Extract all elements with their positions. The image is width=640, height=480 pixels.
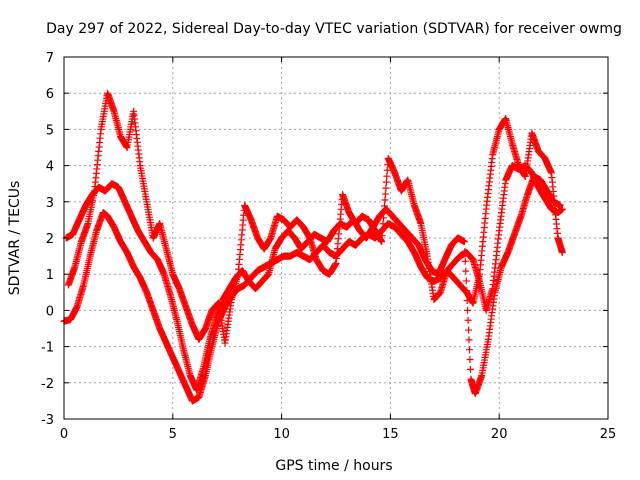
y-tick-label: 6 bbox=[46, 87, 54, 102]
data-point-plus bbox=[381, 190, 389, 198]
data-point-plus bbox=[461, 257, 469, 265]
data-point-plus bbox=[558, 248, 566, 256]
data-point-plus bbox=[464, 316, 472, 324]
y-tick-label: 4 bbox=[46, 160, 54, 175]
data-point-plus bbox=[466, 365, 474, 373]
y-tick-label: 2 bbox=[46, 232, 54, 247]
data-point-plus bbox=[466, 356, 474, 364]
y-axis-ticks: -3 -2 -1 0 1 2 3 4 5 6 7 bbox=[41, 51, 608, 428]
x-tick-label: 0 bbox=[60, 427, 68, 442]
data-point-plus bbox=[464, 306, 472, 314]
x-tick-label: 10 bbox=[273, 427, 290, 442]
y-tick-label: -2 bbox=[41, 377, 54, 392]
data-point-plus bbox=[380, 214, 388, 222]
data-point-plus bbox=[382, 178, 390, 186]
data-point-plus bbox=[558, 205, 566, 213]
y-tick-label: -1 bbox=[41, 341, 54, 356]
x-tick-label: 5 bbox=[169, 427, 177, 442]
data-point-plus bbox=[383, 166, 391, 174]
y-tick-label: 7 bbox=[46, 51, 54, 66]
data-point-plus bbox=[462, 277, 470, 285]
data-point-plus bbox=[378, 232, 386, 240]
x-tick-label: 15 bbox=[382, 427, 399, 442]
data-point-plus bbox=[378, 238, 386, 246]
data-point-plus bbox=[465, 326, 473, 334]
data-point-plus bbox=[382, 184, 390, 192]
data-point-plus bbox=[381, 196, 389, 204]
data-point-plus bbox=[379, 226, 387, 234]
data-point-plus bbox=[465, 336, 473, 344]
x-axis-label: GPS time / hours bbox=[275, 458, 392, 474]
data-point-plus bbox=[462, 267, 470, 275]
data-point-plus bbox=[383, 172, 391, 180]
data-point-plus bbox=[379, 220, 387, 228]
y-tick-label: 0 bbox=[46, 304, 54, 319]
y-tick-label: 5 bbox=[46, 123, 54, 138]
data-point-plus bbox=[461, 247, 469, 255]
data-points bbox=[60, 89, 566, 405]
x-tick-label: 25 bbox=[600, 427, 617, 442]
y-tick-label: 1 bbox=[46, 268, 54, 283]
y-tick-label: -3 bbox=[41, 413, 54, 428]
x-tick-label: 20 bbox=[491, 427, 508, 442]
chart-title: Day 297 of 2022, Sidereal Day-to-day VTE… bbox=[46, 21, 622, 37]
data-point-plus bbox=[466, 346, 474, 354]
data-point-plus bbox=[380, 208, 388, 216]
y-axis-label: SDTVAR / TECUs bbox=[7, 181, 23, 296]
data-point-plus bbox=[460, 238, 468, 246]
x-axis-ticks: 0 5 10 15 20 25 bbox=[60, 57, 616, 442]
data-point-plus bbox=[380, 202, 388, 210]
y-tick-label: 3 bbox=[46, 196, 54, 211]
